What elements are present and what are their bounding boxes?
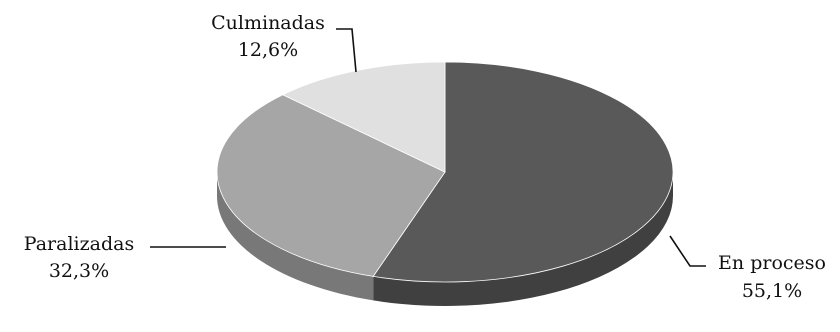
slice-label-paralizadas: Paralizadas <box>24 233 134 255</box>
pie-slice-paralizadas <box>216 94 446 277</box>
slice-value-paralizadas: 32,3% <box>49 260 109 282</box>
leader-en-proceso <box>669 235 706 267</box>
pie-side-en-proceso <box>373 172 673 306</box>
slice-label-culminadas: Culminadas <box>211 12 325 34</box>
pie-slice-en-proceso <box>372 61 674 283</box>
slice-value-en-proceso: 55,1% <box>742 280 802 302</box>
pie-tops <box>216 61 674 283</box>
slice-label-en-proceso: En proceso <box>718 252 826 274</box>
slice-value-culminadas: 12,6% <box>238 39 298 61</box>
leader-culminadas <box>336 28 357 73</box>
pie-slice-culminadas <box>281 61 446 173</box>
